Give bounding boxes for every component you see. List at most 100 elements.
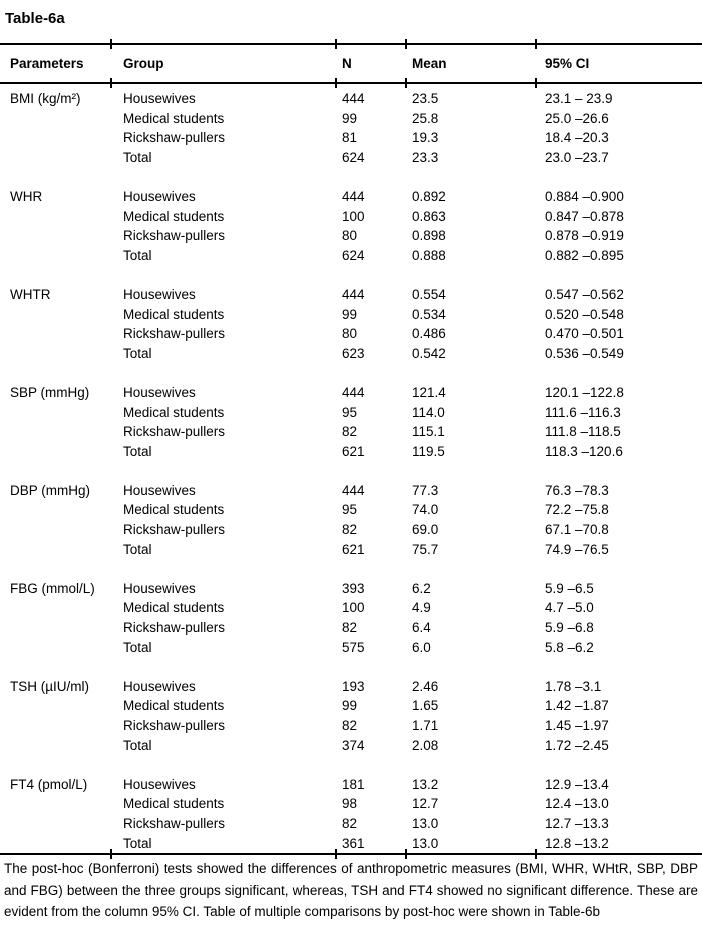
cell-group: Housewives <box>123 678 196 694</box>
table-row: Total 624 23.3 23.0 –23.7 <box>0 148 702 168</box>
table-top-rule <box>0 39 702 49</box>
cell-ci: 1.45 –1.97 <box>545 718 609 733</box>
table-row: Housewives 193 2.46 1.78 –3.1 <box>0 677 702 697</box>
cell-mean: 77.3 <box>412 482 439 498</box>
cell-n: 181 <box>342 776 365 792</box>
cell-group: Housewives <box>123 580 196 596</box>
table-row: Housewives 444 121.4 120.1 –122.8 <box>0 383 702 403</box>
table-row: Housewives 393 6.2 5.9 –6.5 <box>0 579 702 599</box>
column-tick <box>335 39 337 49</box>
cell-group: Rickshaw-pullers <box>123 718 226 733</box>
cell-ci: 25.0 –26.6 <box>545 110 609 126</box>
cell-mean: 0.898 <box>412 228 446 244</box>
cell-mean: 0.542 <box>412 345 446 361</box>
cell-group: Total <box>123 345 152 361</box>
cell-mean: 25.8 <box>412 110 439 126</box>
table-row: Medical students 95 114.0 111.6 –116.3 <box>0 403 702 423</box>
cell-n: 623 <box>342 345 365 361</box>
cell-n: 82 <box>342 718 358 733</box>
cell-group: Rickshaw-pullers <box>123 522 226 538</box>
cell-group: Medical students <box>123 698 225 714</box>
parameter-label: WHTR <box>10 286 51 302</box>
cell-n: 82 <box>342 815 358 831</box>
column-tick <box>535 849 537 860</box>
table-row: Rickshaw-pullers 82 69.0 67.1 –70.8 <box>0 520 702 540</box>
cell-n: 444 <box>342 286 365 302</box>
cell-ci: 0.547 –0.562 <box>545 286 624 302</box>
cell-n: 82 <box>342 424 358 440</box>
cell-group: Medical students <box>123 502 225 518</box>
cell-mean: 0.888 <box>412 247 446 263</box>
cell-n: 80 <box>342 326 358 342</box>
cell-mean: 75.7 <box>412 541 439 557</box>
column-tick <box>405 849 407 860</box>
cell-n: 621 <box>342 541 365 557</box>
table-row: Rickshaw-pullers 81 19.3 18.4 –20.3 <box>0 128 702 148</box>
parameter-label: FBG (mmol/L) <box>10 580 95 596</box>
cell-ci: 0.884 –0.900 <box>545 188 624 204</box>
table-row: Total 621 75.7 74.9 –76.5 <box>0 540 702 560</box>
cell-ci: 67.1 –70.8 <box>545 522 609 538</box>
cell-mean: 13.0 <box>412 835 439 851</box>
column-tick <box>110 849 112 860</box>
cell-mean: 2.08 <box>412 737 439 753</box>
table-row: Total 361 13.0 12.8 –13.2 <box>0 834 702 854</box>
cell-n: 444 <box>342 482 365 498</box>
cell-n: 444 <box>342 91 365 106</box>
cell-ci: 1.72 –2.45 <box>545 737 609 753</box>
table-header-row: Parameters Group N Mean 95% CI <box>0 45 702 82</box>
cell-group: Housewives <box>123 91 196 106</box>
parameter-section: WHTR Housewives 444 0.554 0.547 –0.562 M… <box>0 285 702 363</box>
cell-n: 99 <box>342 698 358 714</box>
table-row: Housewives 444 77.3 76.3 –78.3 <box>0 481 702 501</box>
table-row: Housewives 444 0.554 0.547 –0.562 <box>0 285 702 305</box>
cell-ci: 76.3 –78.3 <box>545 482 609 498</box>
cell-n: 95 <box>342 502 358 518</box>
cell-ci: 12.9 –13.4 <box>545 776 609 792</box>
cell-mean: 121.4 <box>412 384 446 400</box>
cell-ci: 23.1 – 23.9 <box>545 91 613 106</box>
cell-group: Total <box>123 541 152 557</box>
cell-mean: 1.71 <box>412 718 439 733</box>
table-row: Rickshaw-pullers 80 0.486 0.470 –0.501 <box>0 324 702 344</box>
parameter-label: SBP (mmHg) <box>10 384 90 400</box>
cell-mean: 23.3 <box>412 149 439 165</box>
cell-n: 81 <box>342 130 358 146</box>
cell-mean: 115.1 <box>412 424 445 440</box>
table-row: Medical students 98 12.7 12.4 –13.0 <box>0 794 702 814</box>
table-row: Medical students 95 74.0 72.2 –75.8 <box>0 500 702 520</box>
column-tick <box>110 78 112 88</box>
cell-n: 575 <box>342 639 365 655</box>
column-tick <box>535 78 537 88</box>
cell-ci: 1.78 –3.1 <box>545 678 602 694</box>
cell-ci: 120.1 –122.8 <box>545 384 624 400</box>
cell-ci: 0.878 –0.919 <box>545 228 624 244</box>
column-tick <box>335 849 337 860</box>
cell-group: Medical students <box>123 306 225 322</box>
cell-n: 82 <box>342 620 358 636</box>
cell-group: Total <box>123 835 152 851</box>
table-row: Medical students 99 0.534 0.520 –0.548 <box>0 305 702 325</box>
cell-mean: 19.3 <box>412 130 439 146</box>
parameter-section: FBG (mmol/L) Housewives 393 6.2 5.9 –6.5… <box>0 579 702 657</box>
cell-n: 624 <box>342 247 365 263</box>
cell-mean: 23.5 <box>412 91 439 106</box>
column-tick <box>535 39 537 49</box>
cell-ci: 1.42 –1.87 <box>545 698 609 714</box>
cell-mean: 6.2 <box>412 580 431 596</box>
parameter-section: WHR Housewives 444 0.892 0.884 –0.900 Me… <box>0 187 702 265</box>
cell-group: Rickshaw-pullers <box>123 424 226 440</box>
cell-ci: 0.470 –0.501 <box>545 326 624 342</box>
cell-n: 621 <box>342 443 365 459</box>
table-row: Rickshaw-pullers 82 115.1 111.8 –118.5 <box>0 422 702 442</box>
cell-ci: 74.9 –76.5 <box>545 541 609 557</box>
cell-ci: 0.536 –0.549 <box>545 345 624 361</box>
table-row: Total 621 119.5 118.3 –120.6 <box>0 442 702 462</box>
cell-mean: 13.0 <box>412 815 439 831</box>
cell-mean: 69.0 <box>412 522 439 538</box>
cell-group: Housewives <box>123 776 196 792</box>
column-tick <box>335 78 337 88</box>
cell-group: Housewives <box>123 384 196 400</box>
cell-mean: 0.534 <box>412 306 446 322</box>
cell-group: Medical students <box>123 600 225 616</box>
